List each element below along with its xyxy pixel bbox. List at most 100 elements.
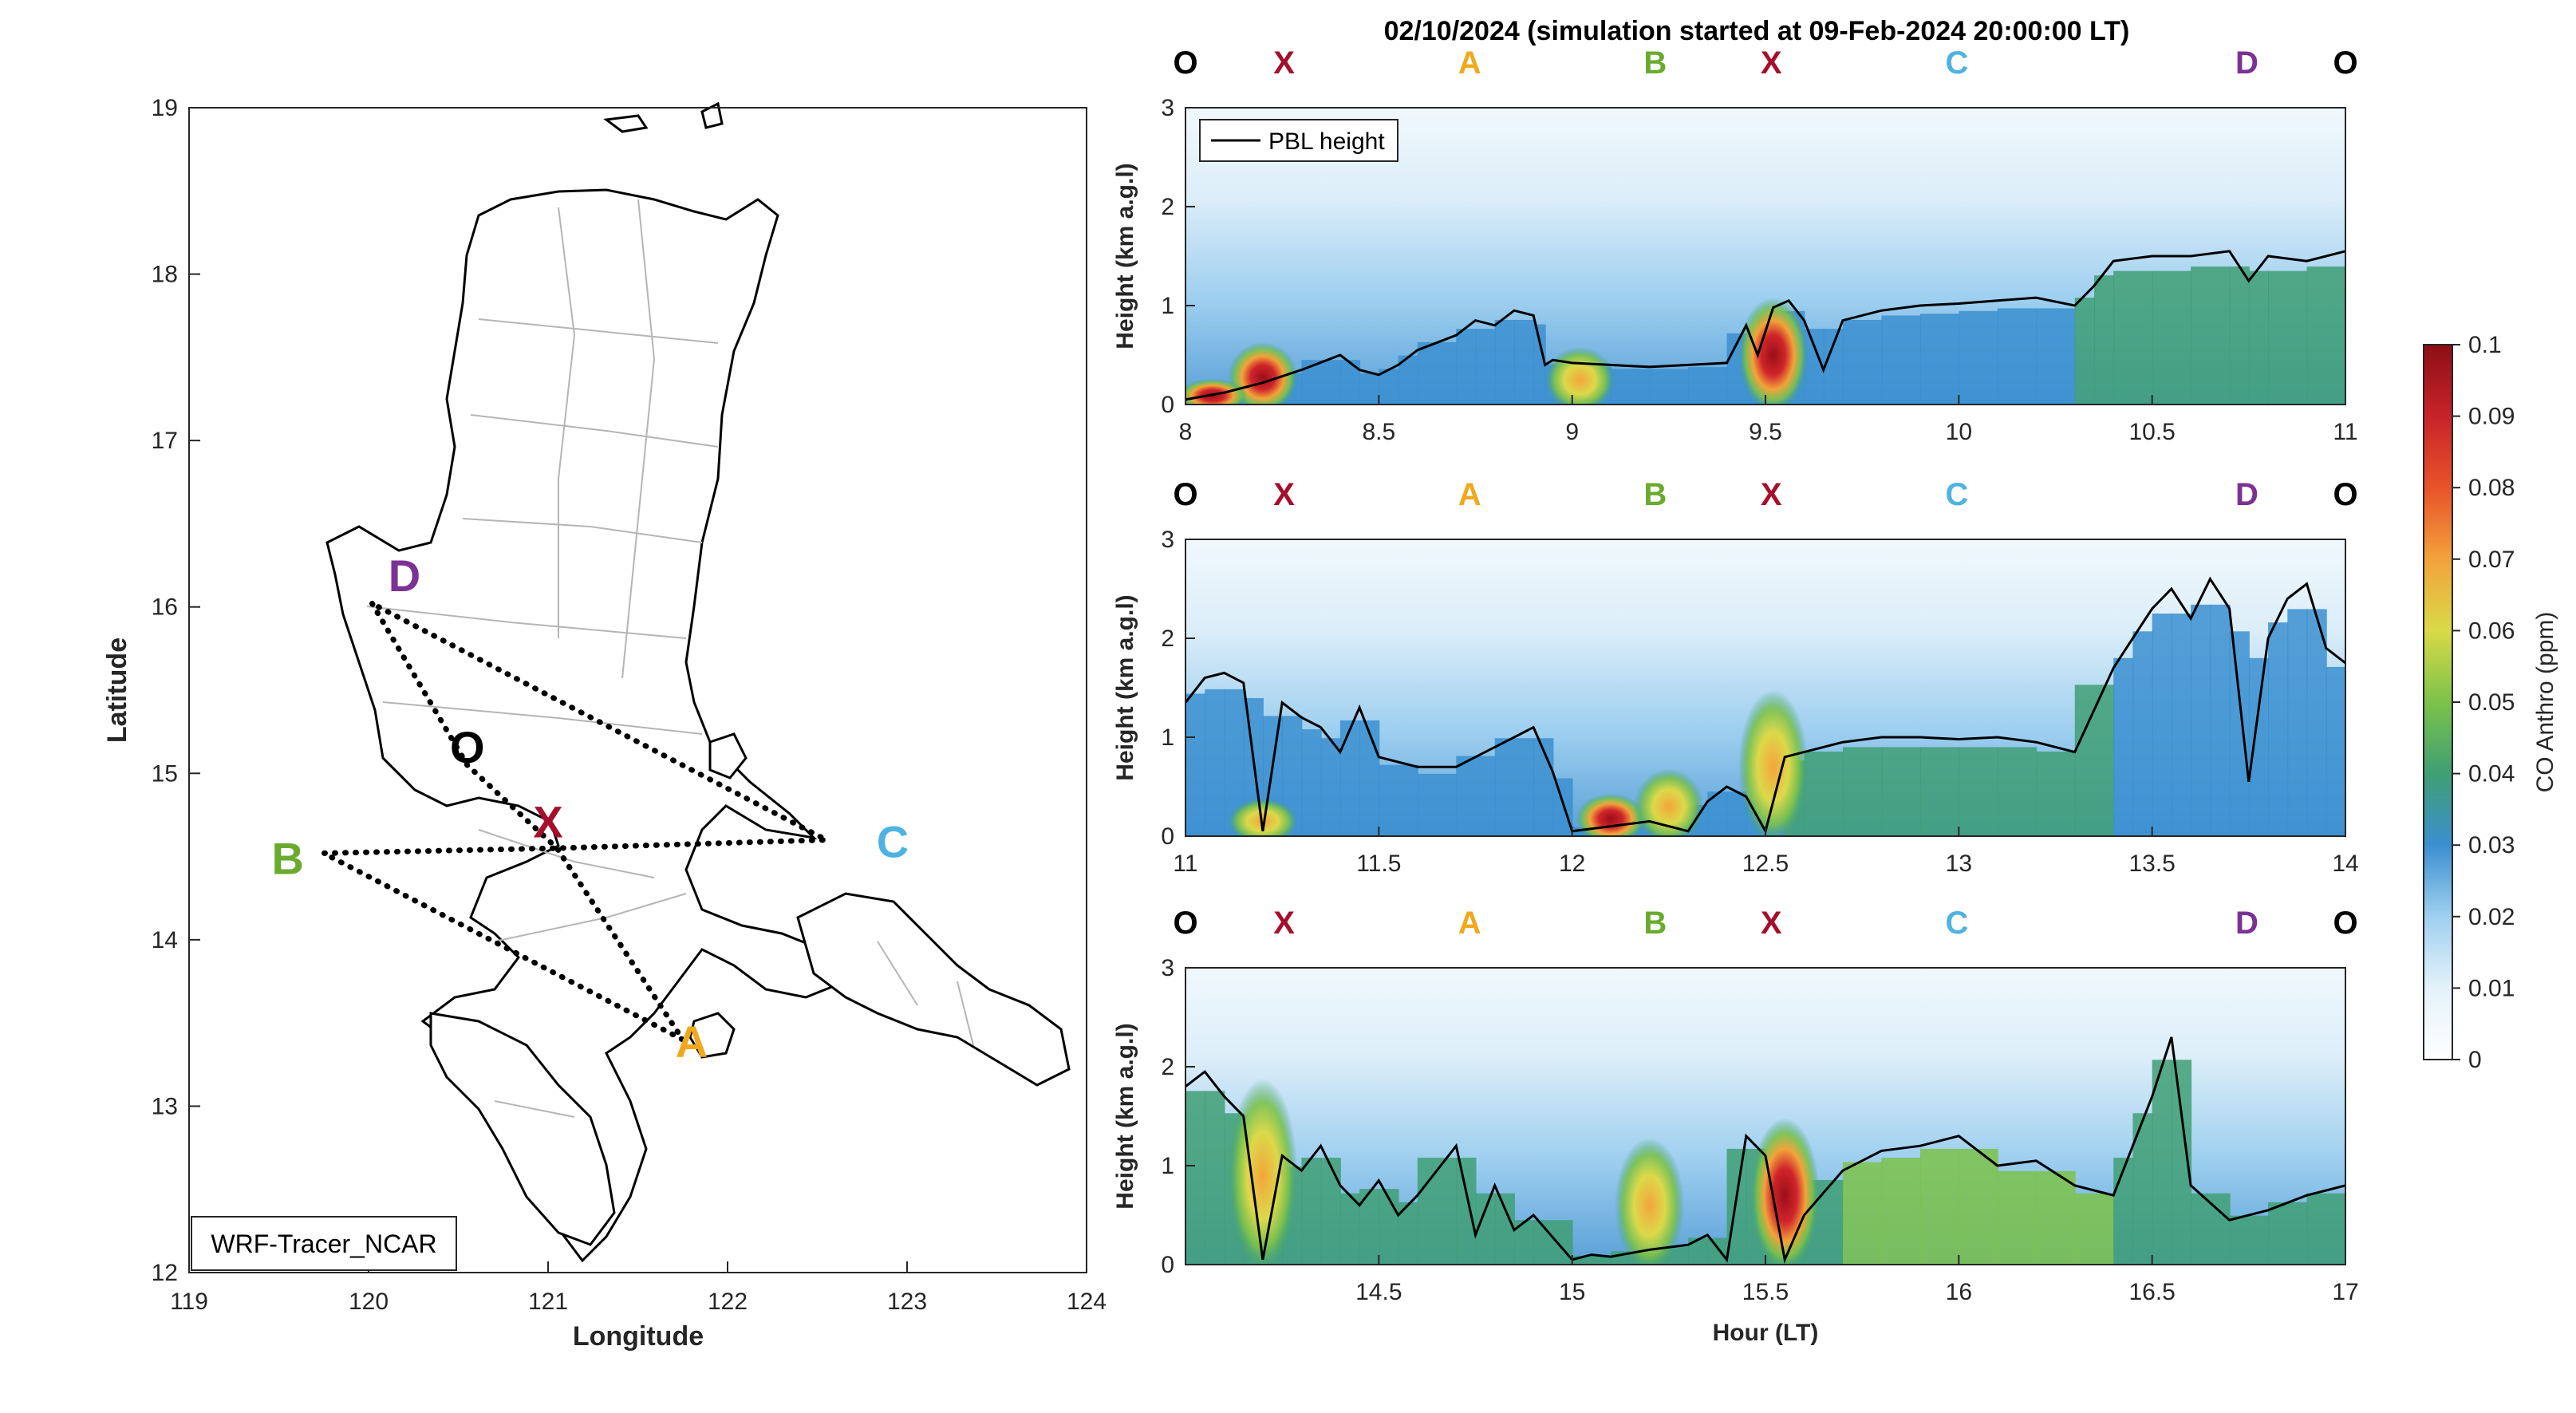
colorbar-tick-label: 0.04 xyxy=(2468,761,2515,787)
co-column xyxy=(1205,689,1225,836)
route-label-x: X xyxy=(1761,45,1782,81)
x-tick-label: 14 xyxy=(2332,851,2358,877)
co-column xyxy=(1417,341,1458,405)
co-column xyxy=(1611,369,1651,405)
colorbar-tick-label: 0.05 xyxy=(2468,689,2515,716)
x-tick-label: 8 xyxy=(1179,419,1193,445)
co-column xyxy=(2306,266,2345,405)
map-y-tick-label: 16 xyxy=(152,594,178,621)
co-column xyxy=(1688,1237,1709,1265)
co-column xyxy=(2191,266,2231,405)
co-column xyxy=(1320,1158,1341,1265)
y-tick-label: 1 xyxy=(1161,1153,1174,1179)
marinduque-island xyxy=(688,1012,736,1059)
co-column xyxy=(1804,751,1844,836)
co-column xyxy=(2268,622,2289,836)
co-hotspot xyxy=(1228,1078,1298,1265)
co-column xyxy=(2074,1193,2115,1265)
co-column xyxy=(1456,329,1477,405)
co-hotspot xyxy=(1614,1138,1685,1265)
co-column xyxy=(1919,314,1960,405)
panel-y-label: Height (km a.g.l) xyxy=(1112,1023,1138,1209)
co-hotspot xyxy=(1750,1118,1820,1265)
co-column xyxy=(1959,747,1998,836)
bicol-peninsula xyxy=(796,892,1071,1087)
co-column xyxy=(1881,747,1921,836)
co-column xyxy=(1572,1255,1592,1265)
route-label-a: A xyxy=(1458,477,1481,512)
route-label-b: B xyxy=(1643,477,1667,512)
co-column xyxy=(1379,1189,1399,1265)
co-column xyxy=(1456,1158,1477,1265)
y-tick-label: 0 xyxy=(1161,392,1174,418)
panel-y-label: Height (km a.g.l) xyxy=(1112,594,1138,780)
colorbar-tick-label: 0.08 xyxy=(2468,475,2515,501)
co-column xyxy=(1842,319,1883,405)
colorbar: 0 0.01 0.02 0.03 0.04 0.05 0.06 0.07 0.08 0.09 0.1… xyxy=(2423,332,2558,1073)
x-tick-label: 10.5 xyxy=(2128,419,2175,445)
x-tick-label: 15.5 xyxy=(1742,1279,1789,1305)
co-column xyxy=(2113,1158,2134,1265)
route-point-o: O xyxy=(450,722,485,772)
co-column xyxy=(1185,1091,1206,1265)
panel-y-label: Height (km a.g.l) xyxy=(1112,163,1138,349)
co-column xyxy=(1339,1193,1361,1265)
route-dotted-line xyxy=(322,601,838,1048)
x-tick-label: 12 xyxy=(1559,851,1585,877)
panel-x-label: Hour (LT) xyxy=(1713,1320,1819,1346)
x-tick-label: 14.5 xyxy=(1355,1279,1402,1305)
colorbar-tick-label: 0.09 xyxy=(2468,404,2515,430)
co-column xyxy=(1804,329,1825,405)
co-column xyxy=(1301,1158,1322,1265)
co-column xyxy=(2152,270,2192,405)
route-path xyxy=(322,601,838,1048)
co-column xyxy=(2171,614,2192,836)
x-tick-label: 9.5 xyxy=(1749,419,1782,445)
co-hotspot xyxy=(1738,689,1809,836)
y-tick-label: 0 xyxy=(1161,823,1174,850)
co-column xyxy=(1881,315,1921,405)
route-label-b: B xyxy=(1643,45,1667,81)
map-y-tick-label: 18 xyxy=(152,262,178,288)
co-column xyxy=(1533,324,1546,405)
co-column xyxy=(1997,308,2038,405)
co-column xyxy=(2074,298,2095,405)
x-tick-label: 16.5 xyxy=(2128,1279,2175,1305)
colorbar-tick-label: 0.06 xyxy=(2468,618,2515,644)
co-column xyxy=(2132,631,2153,836)
map-y-tick-label: 15 xyxy=(152,760,178,787)
map-y-tick-label: 19 xyxy=(152,95,178,121)
co-column xyxy=(1417,773,1458,836)
co-column xyxy=(2268,1202,2308,1265)
co-column xyxy=(1997,1170,2038,1265)
colorbar-gradient xyxy=(2423,344,2453,1060)
map-x-tick-label: 123 xyxy=(887,1289,927,1315)
map-x-tick-label: 120 xyxy=(349,1289,389,1315)
y-tick-label: 2 xyxy=(1161,1054,1174,1080)
route-label-b: B xyxy=(1643,906,1667,941)
co-column xyxy=(1205,1091,1225,1265)
province-boundaries xyxy=(366,199,974,1118)
co-column xyxy=(2191,604,2211,836)
route-label-d: D xyxy=(2235,477,2258,512)
model-label-box xyxy=(191,1216,457,1271)
route-point-b: B xyxy=(272,834,304,884)
route-label-o: O xyxy=(1173,477,1197,512)
co-column xyxy=(1649,369,1690,405)
mindoro-island xyxy=(429,1012,616,1246)
co-column xyxy=(1997,747,2038,836)
route-label-c: C xyxy=(1945,477,1968,512)
co-column xyxy=(2093,275,2115,405)
map-x-tick-label: 119 xyxy=(170,1289,208,1315)
co-column xyxy=(2191,1193,2231,1265)
co-column xyxy=(2268,270,2308,405)
route-label-c: C xyxy=(1945,45,1968,81)
route-label-x: X xyxy=(1273,906,1295,941)
x-tick-label: 10 xyxy=(1946,419,1972,445)
co-column xyxy=(2287,609,2308,836)
colorbar-ticks: 0 0.01 0.02 0.03 0.04 0.05 0.06 0.07 0.08 0.09 0.1 xyxy=(2452,332,2515,1073)
co-column xyxy=(1591,1255,1612,1265)
co-column xyxy=(1379,764,1418,836)
pbl-line xyxy=(1185,576,2345,835)
